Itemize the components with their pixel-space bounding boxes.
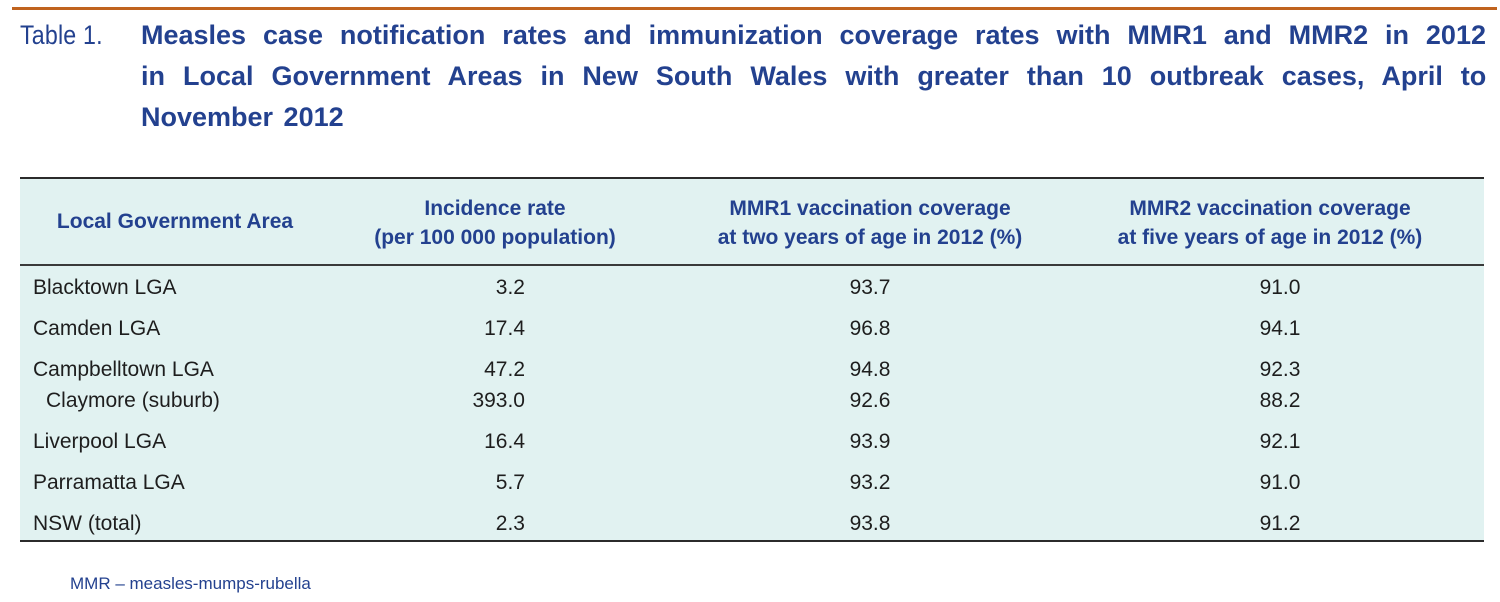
header-mmr1-coverage: MMR1 vaccination coverage at two years o…: [680, 194, 1060, 252]
cell-mmr2-coverage: 94.1: [1259, 317, 1301, 340]
cell-incidence-rate: 5.7: [495, 471, 525, 494]
table-footnote: MMR – measles-mumps-rubella: [70, 574, 311, 593]
table-row: NSW (total) 2.3 93.8 91.2: [20, 509, 1484, 539]
cell-mmr1-coverage: 93.8: [849, 512, 891, 535]
top-accent-rule: [12, 7, 1497, 10]
cell-incidence-rate: 47.2: [484, 358, 525, 381]
cell-mmr1-coverage: 93.2: [849, 471, 891, 494]
cell-area-name: Liverpool LGA: [33, 430, 167, 453]
cell-mmr2-coverage: 92.1: [1259, 430, 1301, 453]
table-row: Parramatta LGA 5.7 93.2 91.0: [20, 468, 1484, 498]
table-row: Campbelltown LGA 47.2 94.8 92.3: [20, 355, 1484, 385]
table-row: Claymore (suburb) 393.0 92.6 88.2: [20, 386, 1484, 416]
cell-mmr2-coverage: 91.0: [1259, 276, 1301, 299]
cell-area-name: NSW (total): [33, 512, 142, 535]
caption-line: in Local Government Areas in New South W…: [141, 61, 1487, 91]
header-line: (per 100 000 population): [374, 226, 616, 249]
cell-incidence-rate: 2.3: [495, 512, 525, 535]
cell-incidence-rate: 3.2: [495, 276, 525, 299]
caption-line: November 2012: [141, 102, 344, 132]
cell-mmr2-coverage: 92.3: [1259, 358, 1301, 381]
cell-mmr1-coverage: 92.6: [849, 389, 891, 412]
header-incidence-rate: Incidence rate (per 100 000 population): [330, 194, 660, 252]
cell-mmr1-coverage: 93.9: [849, 430, 891, 453]
cell-mmr2-coverage: 91.0: [1259, 471, 1301, 494]
header-line: MMR1 vaccination coverage: [729, 197, 1011, 220]
cell-mmr1-coverage: 93.7: [849, 276, 891, 299]
caption-label: Table 1.: [20, 20, 103, 50]
header-line: at two years of age in 2012 (%): [717, 226, 1023, 249]
header-local-government-area: Local Government Area: [20, 207, 330, 236]
cell-mmr2-coverage: 88.2: [1259, 389, 1301, 412]
header-line: MMR2 vaccination coverage: [1129, 197, 1411, 220]
cell-area-name: Campbelltown LGA: [33, 358, 214, 381]
cell-area-name: Blacktown LGA: [33, 276, 177, 299]
cell-mmr1-coverage: 96.8: [849, 317, 891, 340]
cell-incidence-rate: 393.0: [472, 389, 525, 412]
data-table: Local Government Area Incidence rate (pe…: [20, 177, 1484, 542]
table-row: Blacktown LGA 3.2 93.7 91.0: [20, 273, 1484, 303]
cell-area-name: Camden LGA: [33, 317, 161, 340]
caption-title: Measles case notification rates and immu…: [141, 15, 1486, 138]
cell-mmr2-coverage: 91.2: [1259, 512, 1301, 535]
table-row: Liverpool LGA 16.4 93.9 92.1: [20, 427, 1484, 457]
table-header: Local Government Area Incidence rate (pe…: [20, 179, 1484, 266]
header-line: at five years of age in 2012 (%): [1117, 226, 1423, 249]
header-line: Incidence rate: [424, 197, 566, 220]
cell-incidence-rate: 17.4: [484, 317, 525, 340]
cell-incidence-rate: 16.4: [484, 430, 525, 453]
caption-line: Measles case notification rates and immu…: [141, 20, 1486, 50]
table-row: Camden LGA 17.4 96.8 94.1: [20, 314, 1484, 344]
cell-area-name: Claymore (suburb): [46, 389, 220, 412]
cell-mmr1-coverage: 94.8: [849, 358, 891, 381]
cell-area-name: Parramatta LGA: [33, 471, 185, 494]
header-mmr2-coverage: MMR2 vaccination coverage at five years …: [1070, 194, 1470, 252]
header-line: Local Government Area: [56, 210, 294, 233]
